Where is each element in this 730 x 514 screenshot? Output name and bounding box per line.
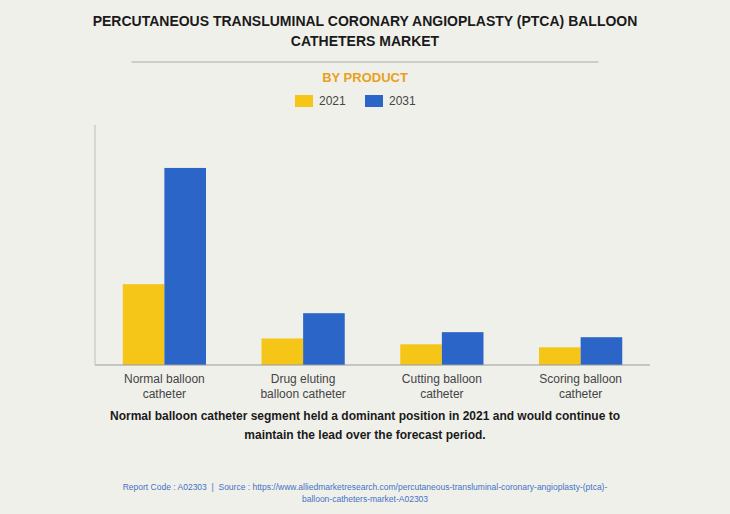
x-tick-label-line: Normal balloon — [124, 372, 205, 386]
annotation-line: maintain the lead over the forecast peri… — [244, 428, 485, 442]
x-tick-label-line: catheter — [559, 387, 602, 401]
x-tick-label-line: Scoring balloon — [539, 372, 622, 386]
bar — [581, 337, 623, 365]
bar — [539, 347, 581, 365]
legend-swatch — [365, 95, 383, 107]
title-line: PERCUTANEOUS TRANSLUMINAL CORONARY ANGIO… — [93, 13, 638, 29]
x-tick-label-line: catheter — [420, 387, 463, 401]
title: PERCUTANEOUS TRANSLUMINAL CORONARY ANGIO… — [93, 13, 638, 49]
legend-swatch — [295, 95, 313, 107]
bar — [442, 332, 484, 365]
x-tick-label: Normal ballooncatheter — [124, 372, 205, 401]
bar — [303, 313, 345, 365]
legend-label: 2031 — [389, 94, 416, 108]
footer-line: balloon-catheters-market-A02303 — [302, 494, 428, 504]
x-tick-label: Drug elutingballoon catheter — [260, 372, 345, 401]
legend-label: 2021 — [319, 94, 346, 108]
chart: PERCUTANEOUS TRANSLUMINAL CORONARY ANGIO… — [0, 0, 730, 514]
legend: 2021 2031 — [295, 94, 416, 108]
footer: Report Code : A02303 | Source : https://… — [123, 482, 608, 504]
annotation: Normal balloon catheter segment held a d… — [110, 409, 620, 442]
x-tick-label: Cutting ballooncatheter — [402, 372, 482, 401]
background — [0, 0, 730, 514]
subtitle-line: BY PRODUCT — [322, 70, 408, 85]
bar — [123, 284, 165, 365]
separator — [131, 62, 598, 63]
x-axis — [95, 365, 650, 366]
y-axis — [95, 125, 96, 365]
title-line: CATHETERS MARKET — [291, 33, 440, 49]
subtitle: BY PRODUCT — [322, 70, 408, 85]
bar — [262, 338, 304, 365]
x-tick-label-line: balloon catheter — [260, 387, 345, 401]
bars — [123, 168, 623, 365]
footer-line: Report Code : A02303 | Source : https://… — [123, 482, 608, 492]
bar — [164, 168, 206, 365]
x-tick-label-line: Cutting balloon — [402, 372, 482, 386]
bar — [400, 344, 442, 365]
annotation-line: Normal balloon catheter segment held a d… — [110, 409, 620, 423]
x-tick-label-line: catheter — [143, 387, 186, 401]
x-tick-label-line: Drug eluting — [271, 372, 336, 386]
x-tick-label: Scoring ballooncatheter — [539, 372, 622, 401]
